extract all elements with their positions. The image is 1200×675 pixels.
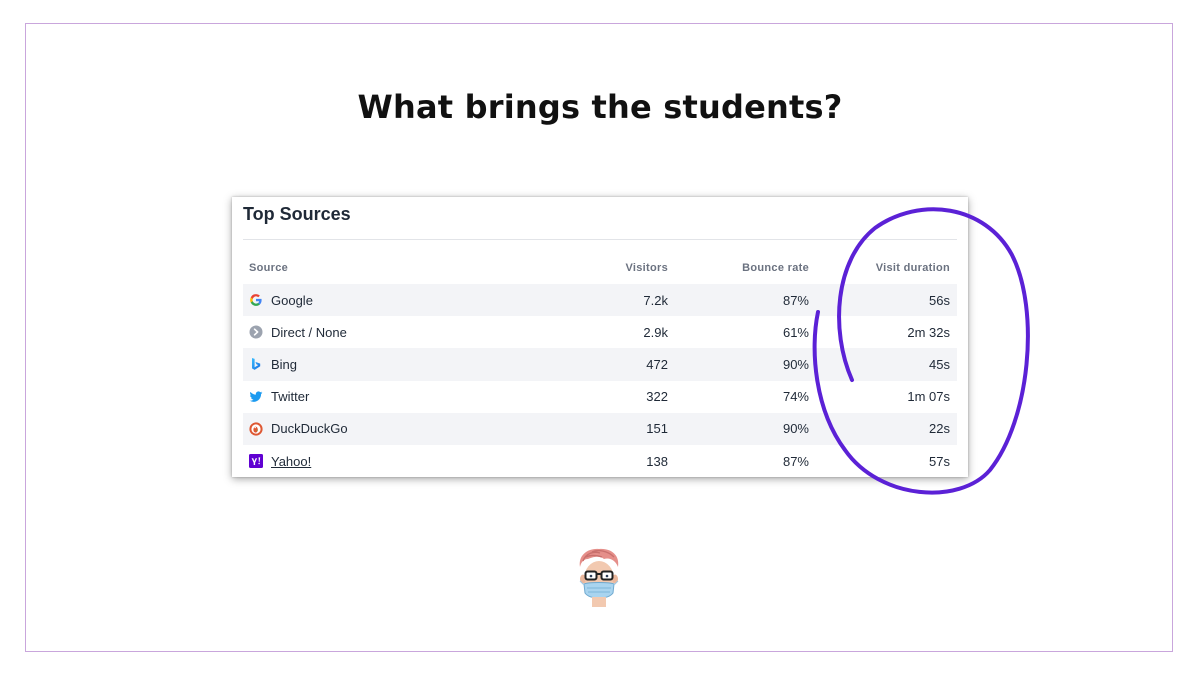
source-name[interactable]: DuckDuckGo — [271, 421, 348, 437]
column-header-visitors[interactable]: Visitors — [625, 262, 668, 274]
visit-duration-value: 45s — [929, 356, 950, 372]
card-title: Top Sources — [243, 204, 351, 224]
visit-duration-value: 1m 07s — [907, 389, 950, 405]
bounce-rate-value: 87% — [782, 453, 809, 469]
visit-duration-value: 2m 32s — [907, 324, 950, 340]
table-row[interactable]: Twitter 322 74% 1m 07s — [243, 381, 957, 413]
google-icon — [249, 293, 263, 307]
visitors-value: 151 — [646, 421, 668, 437]
column-header-bounce-rate[interactable]: Bounce rate — [742, 262, 809, 274]
presenter-avatar — [574, 547, 624, 611]
table-row[interactable]: Direct / None 2.9k 61% 2m 32s — [243, 316, 957, 348]
visit-duration-value: 56s — [929, 292, 950, 308]
yahoo-icon — [249, 454, 263, 469]
bounce-rate-value: 90% — [782, 421, 809, 437]
visitors-value: 138 — [646, 453, 668, 469]
visitors-value: 7.2k — [643, 292, 668, 308]
bounce-rate-value: 74% — [782, 389, 809, 405]
source-name[interactable]: Direct / None — [271, 324, 347, 340]
twitter-icon — [249, 390, 263, 404]
bounce-rate-value: 61% — [782, 324, 809, 340]
card-divider — [243, 239, 957, 240]
slide-title: What brings the students? — [357, 88, 843, 126]
table-row[interactable]: Yahoo! 138 87% 57s — [243, 445, 957, 477]
column-header-visit-duration[interactable]: Visit duration — [875, 262, 950, 274]
source-name[interactable]: Google — [271, 292, 313, 308]
source-name[interactable]: Twitter — [271, 389, 310, 405]
column-header-source[interactable]: Source — [249, 262, 289, 274]
table-row[interactable]: Google 7.2k 87% 56s — [243, 284, 957, 317]
visitors-value: 322 — [646, 389, 668, 405]
top-sources-card: Top Sources Source Visitors Bounce rate … — [232, 197, 968, 477]
source-name[interactable]: Bing — [271, 356, 298, 372]
table-row[interactable]: Bing 472 90% 45s — [243, 348, 957, 381]
table-row[interactable]: DuckDuckGo 151 90% 22s — [243, 412, 957, 445]
source-link[interactable]: Yahoo! — [271, 453, 312, 469]
sources-table: Source Visitors Bounce rate Visit durati… — [243, 252, 957, 477]
direct-icon — [249, 325, 263, 339]
visitors-value: 472 — [646, 356, 668, 372]
table-header: Source Visitors Bounce rate Visit durati… — [243, 252, 957, 284]
visit-duration-value: 57s — [929, 453, 950, 469]
duckduckgo-icon — [249, 422, 263, 436]
bounce-rate-value: 90% — [782, 356, 809, 372]
visitors-value: 2.9k — [643, 324, 668, 340]
bing-icon — [249, 357, 263, 371]
visit-duration-value: 22s — [929, 421, 950, 437]
bounce-rate-value: 87% — [782, 292, 809, 308]
